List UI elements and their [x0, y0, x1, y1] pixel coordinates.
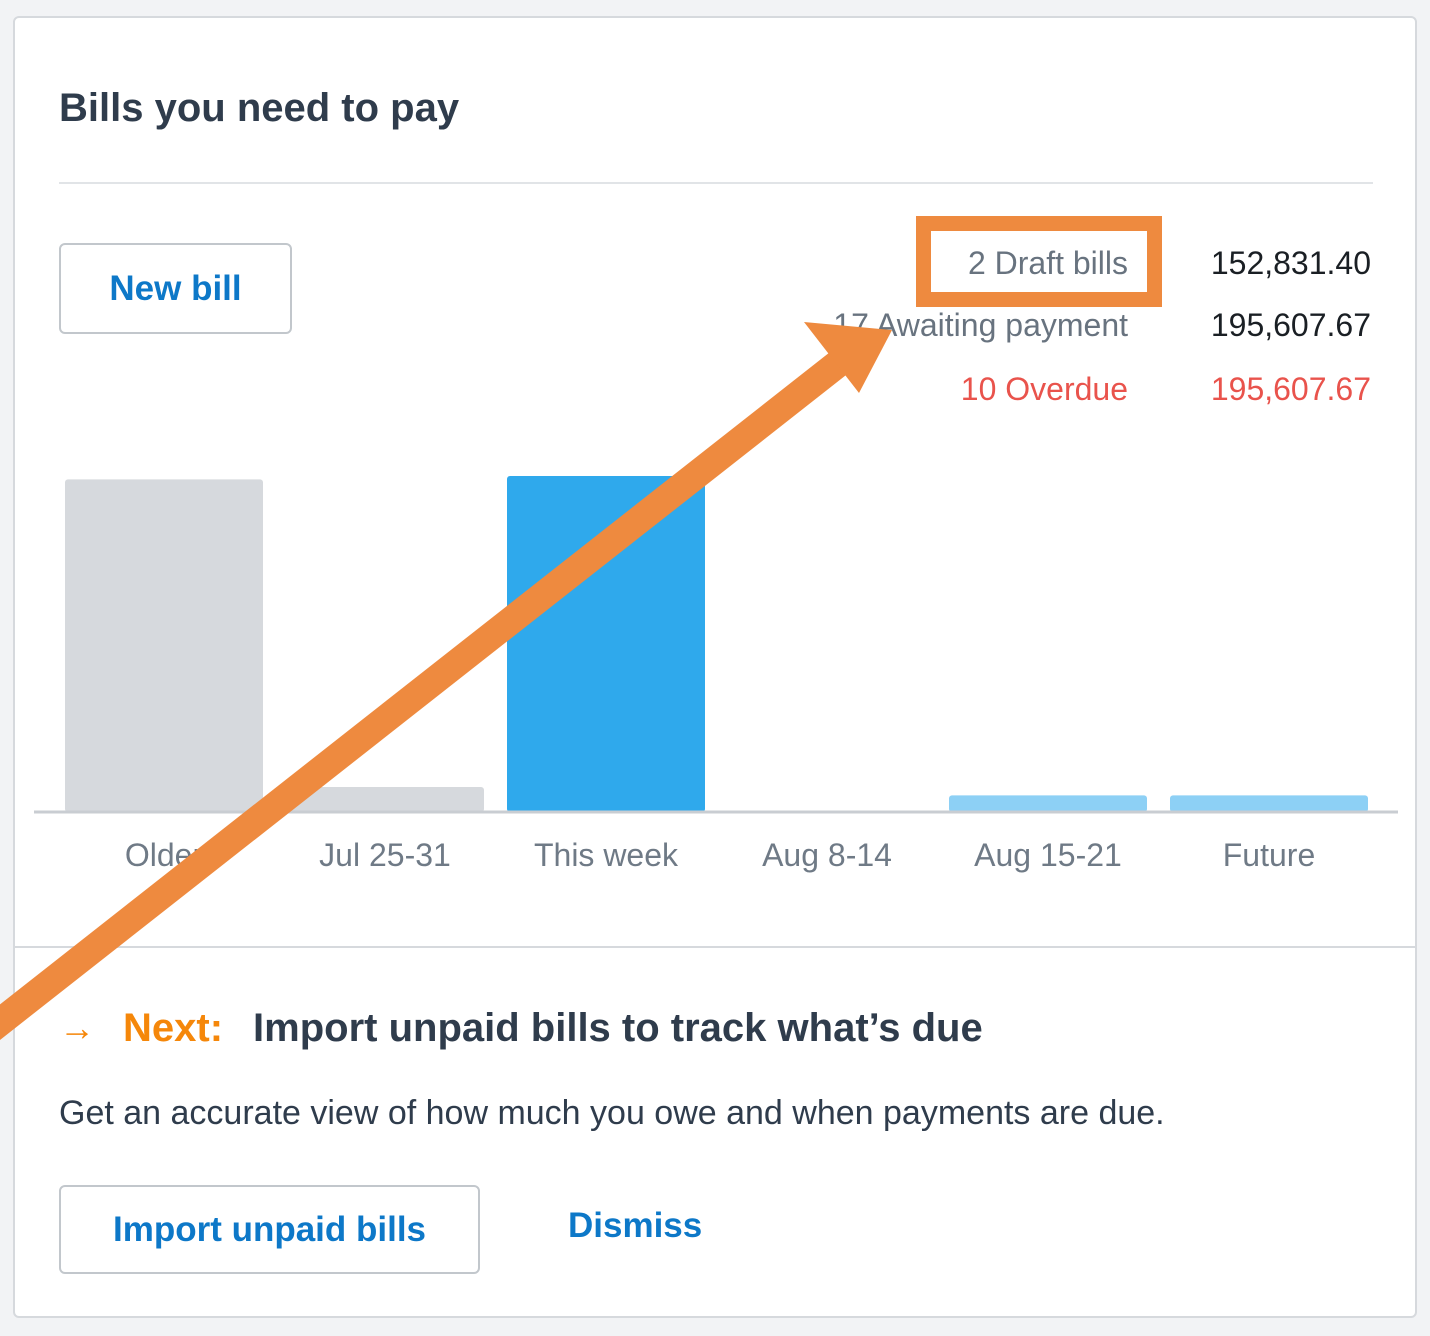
chart-tick-label: Aug 15-21	[974, 837, 1122, 873]
title-divider	[59, 182, 1373, 184]
draft-bills-link[interactable]: 2 Draft bills	[967, 245, 1128, 281]
new-bill-button[interactable]: New bill	[59, 243, 292, 334]
chart-bar-5[interactable]	[1170, 795, 1368, 812]
import-unpaid-bills-button[interactable]: Import unpaid bills	[59, 1185, 480, 1274]
chart-bar-4[interactable]	[949, 795, 1147, 812]
draft-bills-amount: 152,831.40	[1210, 245, 1371, 281]
summary-row-overdue[interactable]: 10 Overdue 195,607.67	[0, 364, 1430, 414]
next-step-description: Get an accurate view of how much you owe…	[59, 1094, 1165, 1132]
chart-tick-label: Jul 25-31	[319, 837, 451, 873]
bills-bar-chart: Older Jul 25-31 This week Aug 8-14 Aug 15-21…	[34, 476, 1398, 873]
chart-tick-label: Aug 8-14	[762, 837, 892, 873]
next-step-heading: → Next: Import unpaid bills to track wha…	[59, 1003, 983, 1053]
card-title: Bills you need to pay	[59, 86, 460, 130]
awaiting-payment-amount: 195,607.67	[1210, 307, 1371, 343]
overdue-amount: 195,607.67	[1210, 371, 1371, 407]
next-step-text: Import unpaid bills to track what’s due	[253, 1005, 983, 1050]
overdue-link[interactable]: 10 Overdue	[960, 371, 1128, 407]
section-divider	[13, 946, 1417, 948]
chart-bar-1[interactable]	[286, 787, 484, 812]
arrow-right-icon: →	[59, 1007, 95, 1048]
chart-tick-label: Older	[125, 837, 204, 873]
next-label: Next:	[123, 1005, 224, 1050]
chart-tick-label: This week	[534, 837, 679, 873]
chart-bar-2[interactable]	[507, 476, 705, 812]
annotation-highlight-box	[916, 216, 1162, 307]
chart-bar-0[interactable]	[65, 479, 263, 812]
summary-row-draft[interactable]: 2 Draft bills 152,831.40	[0, 238, 1430, 288]
summary-row-awaiting[interactable]: 17 Awaiting payment 195,607.67	[0, 300, 1430, 350]
chart-tick-label: Future	[1223, 837, 1315, 873]
dismiss-link[interactable]: Dismiss	[568, 1206, 703, 1245]
awaiting-payment-link[interactable]: 17 Awaiting payment	[833, 307, 1128, 343]
